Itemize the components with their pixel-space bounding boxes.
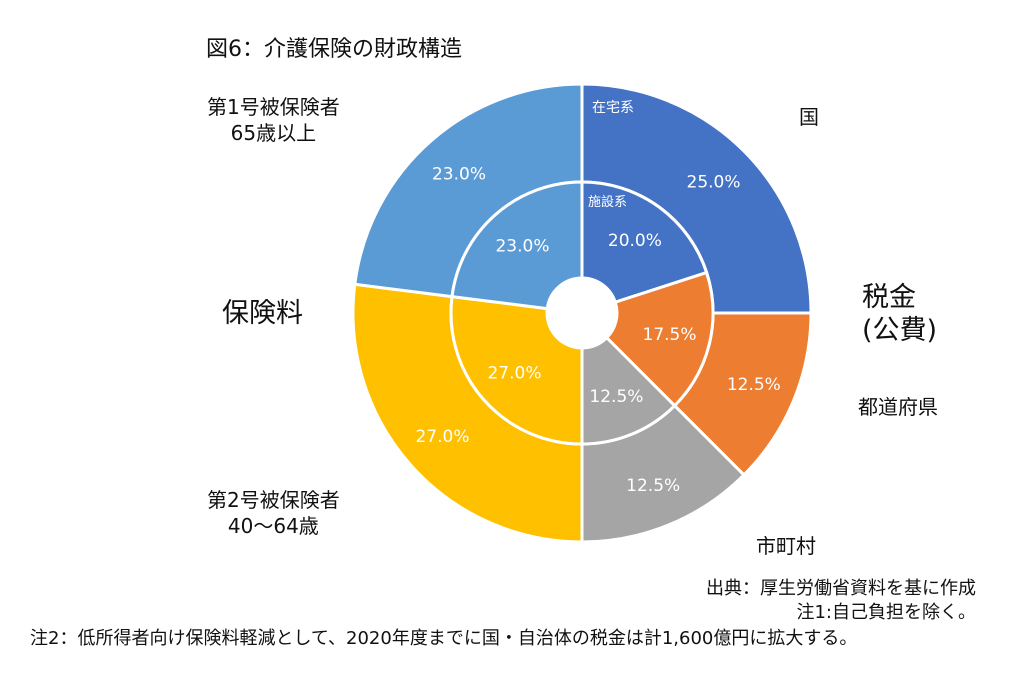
outer-ring bbox=[351, 82, 813, 544]
source-note: 出典：厚生労働省資料を基に作成 注1:自己負担を除く。 bbox=[706, 577, 976, 625]
label-zeikin-line1: 税金 bbox=[862, 282, 916, 313]
inner-slice-label-3: 27.0% bbox=[487, 364, 541, 384]
inner-slice-0 bbox=[580, 180, 709, 305]
label-insured-2: 第2号被保険者 40～64歳 bbox=[207, 487, 340, 539]
label-insured-1: 第1号被保険者 65歳以上 bbox=[207, 94, 340, 146]
label-zeikin: 税金 (公費) bbox=[862, 282, 937, 348]
label-insured-1-line1: 第1号被保険者 bbox=[207, 95, 340, 119]
label-hokenryo: 保険料 bbox=[222, 298, 303, 329]
inner-slice-label-1: 17.5% bbox=[643, 325, 697, 345]
inner-ring bbox=[449, 180, 715, 446]
slice-labels: 25.0% 12.5% 12.5% 27.0% 23.0% 20.0% 17.5% 12.5%… bbox=[415, 164, 780, 495]
inner-slice-label-2: 12.5% bbox=[589, 387, 643, 407]
outer-slice-label-3: 27.0% bbox=[415, 427, 469, 447]
label-todofuken: 都道府県 bbox=[858, 395, 938, 419]
inner-slice-label-0: 20.0% bbox=[608, 231, 662, 251]
label-insured-1-line2: 65歳以上 bbox=[230, 121, 317, 145]
inner-slice-3 bbox=[449, 294, 584, 446]
label-insured-2-line1: 第2号被保険者 bbox=[207, 488, 340, 512]
outer-slice-label-0: 25.0% bbox=[687, 172, 741, 192]
label-shichoson: 市町村 bbox=[756, 534, 816, 558]
label-zeikin-line2: (公費) bbox=[862, 314, 938, 346]
chart-title: 図6：介護保険の財政構造 bbox=[206, 37, 462, 62]
label-insured-2-line2: 40～64歳 bbox=[227, 514, 319, 538]
inner-slice-1 bbox=[604, 270, 715, 408]
source-line: 出典：厚生労働省資料を基に作成 bbox=[706, 578, 976, 599]
inner-slice-2 bbox=[580, 335, 677, 446]
inner-slice-4 bbox=[450, 180, 584, 311]
outer-slice-label-2: 12.5% bbox=[626, 476, 680, 496]
inner-slice-label-4: 23.0% bbox=[495, 236, 549, 256]
ring-name-0: 在宅系 bbox=[592, 100, 634, 116]
ring-name-1: 施設系 bbox=[588, 194, 627, 210]
outer-slice-label-4: 23.0% bbox=[432, 164, 486, 184]
label-kuni: 国 bbox=[799, 105, 819, 129]
note-1: 注1:自己負担を除く。 bbox=[796, 601, 976, 623]
note-2: 注2：低所得者向け保険料軽減として、2020年度までに国・自治体の税金は計1,6… bbox=[30, 628, 858, 649]
outer-slice-label-1: 12.5% bbox=[727, 375, 781, 395]
